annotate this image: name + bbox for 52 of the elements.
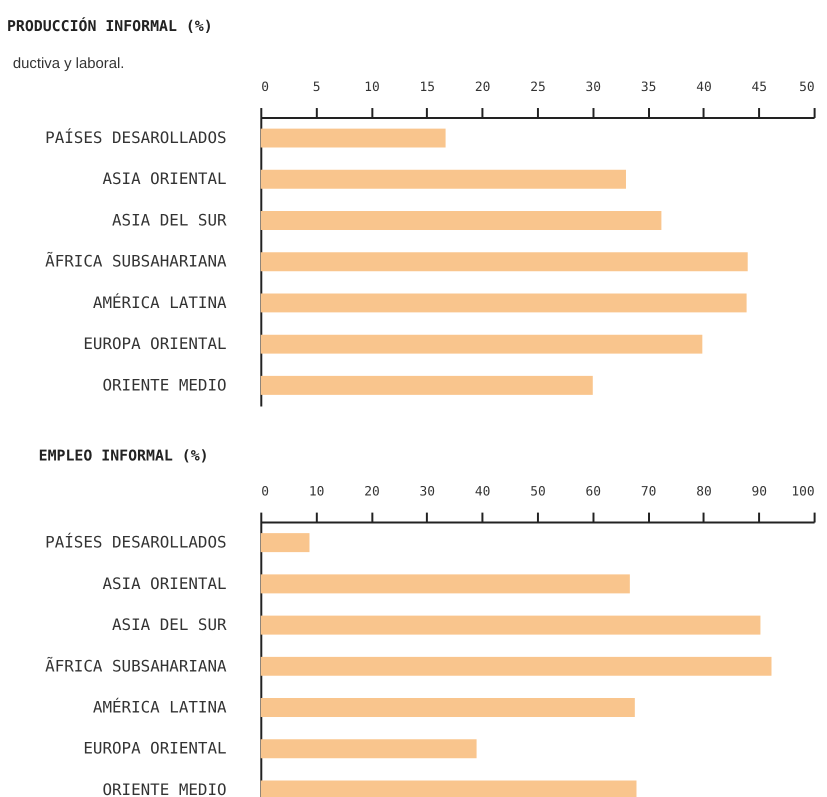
y-tick-label: EUROPA ORIENTAL xyxy=(83,334,227,354)
bar xyxy=(260,698,635,718)
text: ductiva y laboral. xyxy=(12,56,124,72)
bar xyxy=(260,533,310,552)
bar xyxy=(260,739,477,758)
bar xyxy=(260,170,626,189)
y-tick-label: ASIA ORIENTAL xyxy=(102,574,227,593)
y-tick-label: AMÉRICA LATINA xyxy=(92,697,228,716)
y-tick-label: PAÍSES DESAROLLADOS xyxy=(45,128,227,148)
x-tick-label: 90 xyxy=(752,484,768,500)
x-axis-title: PRODUCCIÓN INFORMAL (%) xyxy=(6,17,213,36)
y-tick-label: ÃFRICA SUBSAHARIANA xyxy=(45,656,228,676)
x-tick-label: 5 xyxy=(312,80,321,96)
x-tick-label: 0 xyxy=(261,80,270,96)
bar xyxy=(260,293,747,312)
x-tick-label: 50 xyxy=(530,484,546,500)
x-tick-label: 30 xyxy=(420,484,436,500)
y-tick-label: EUROPA ORIENTAL xyxy=(83,738,227,758)
x-tick-label: 20 xyxy=(364,484,380,500)
y-tick-label: ORIENTE MEDIO xyxy=(102,780,227,797)
y-tick-label: ORIENTE MEDIO xyxy=(102,375,227,394)
x-axis-title: EMPLEO INFORMAL (%) xyxy=(38,446,209,465)
bar xyxy=(260,616,760,635)
x-tick-label: 15 xyxy=(420,80,436,96)
bar xyxy=(260,128,446,148)
x-tick-label: 25 xyxy=(530,80,546,96)
bar xyxy=(260,656,772,676)
y-tick-label: ASIA DEL SUR xyxy=(112,210,228,230)
y-tick-label: ÃFRICA SUBSAHARIANA xyxy=(45,252,228,271)
x-tick-label: 10 xyxy=(308,484,324,500)
x-tick-label: 35 xyxy=(640,80,656,96)
x-tick-label: 0 xyxy=(261,484,270,500)
x-tick-label: 20 xyxy=(474,80,490,96)
x-tick-label: 10 xyxy=(364,80,380,96)
bar xyxy=(260,574,630,594)
bar xyxy=(260,334,702,354)
x-tick-label: 80 xyxy=(696,484,712,500)
bar xyxy=(260,211,662,230)
y-tick-label: ASIA ORIENTAL xyxy=(102,169,227,188)
y-tick-label: AMÉRICA LATINA xyxy=(92,292,228,312)
x-tick-label: 50 xyxy=(799,80,815,96)
bar xyxy=(260,252,748,272)
x-tick-label: 60 xyxy=(586,484,602,500)
y-tick-label: ASIA DEL SUR xyxy=(112,615,228,634)
x-tick-label: 30 xyxy=(586,80,602,96)
x-tick-label: 40 xyxy=(474,484,490,500)
bar xyxy=(260,376,593,395)
x-tick-label: 70 xyxy=(640,484,656,500)
x-tick-label: 40 xyxy=(696,80,712,96)
x-tick-label: 45 xyxy=(752,80,768,96)
x-tick-label: 100 xyxy=(791,484,815,500)
y-tick-label: PAÍSES DESAROLLADOS xyxy=(45,532,227,552)
